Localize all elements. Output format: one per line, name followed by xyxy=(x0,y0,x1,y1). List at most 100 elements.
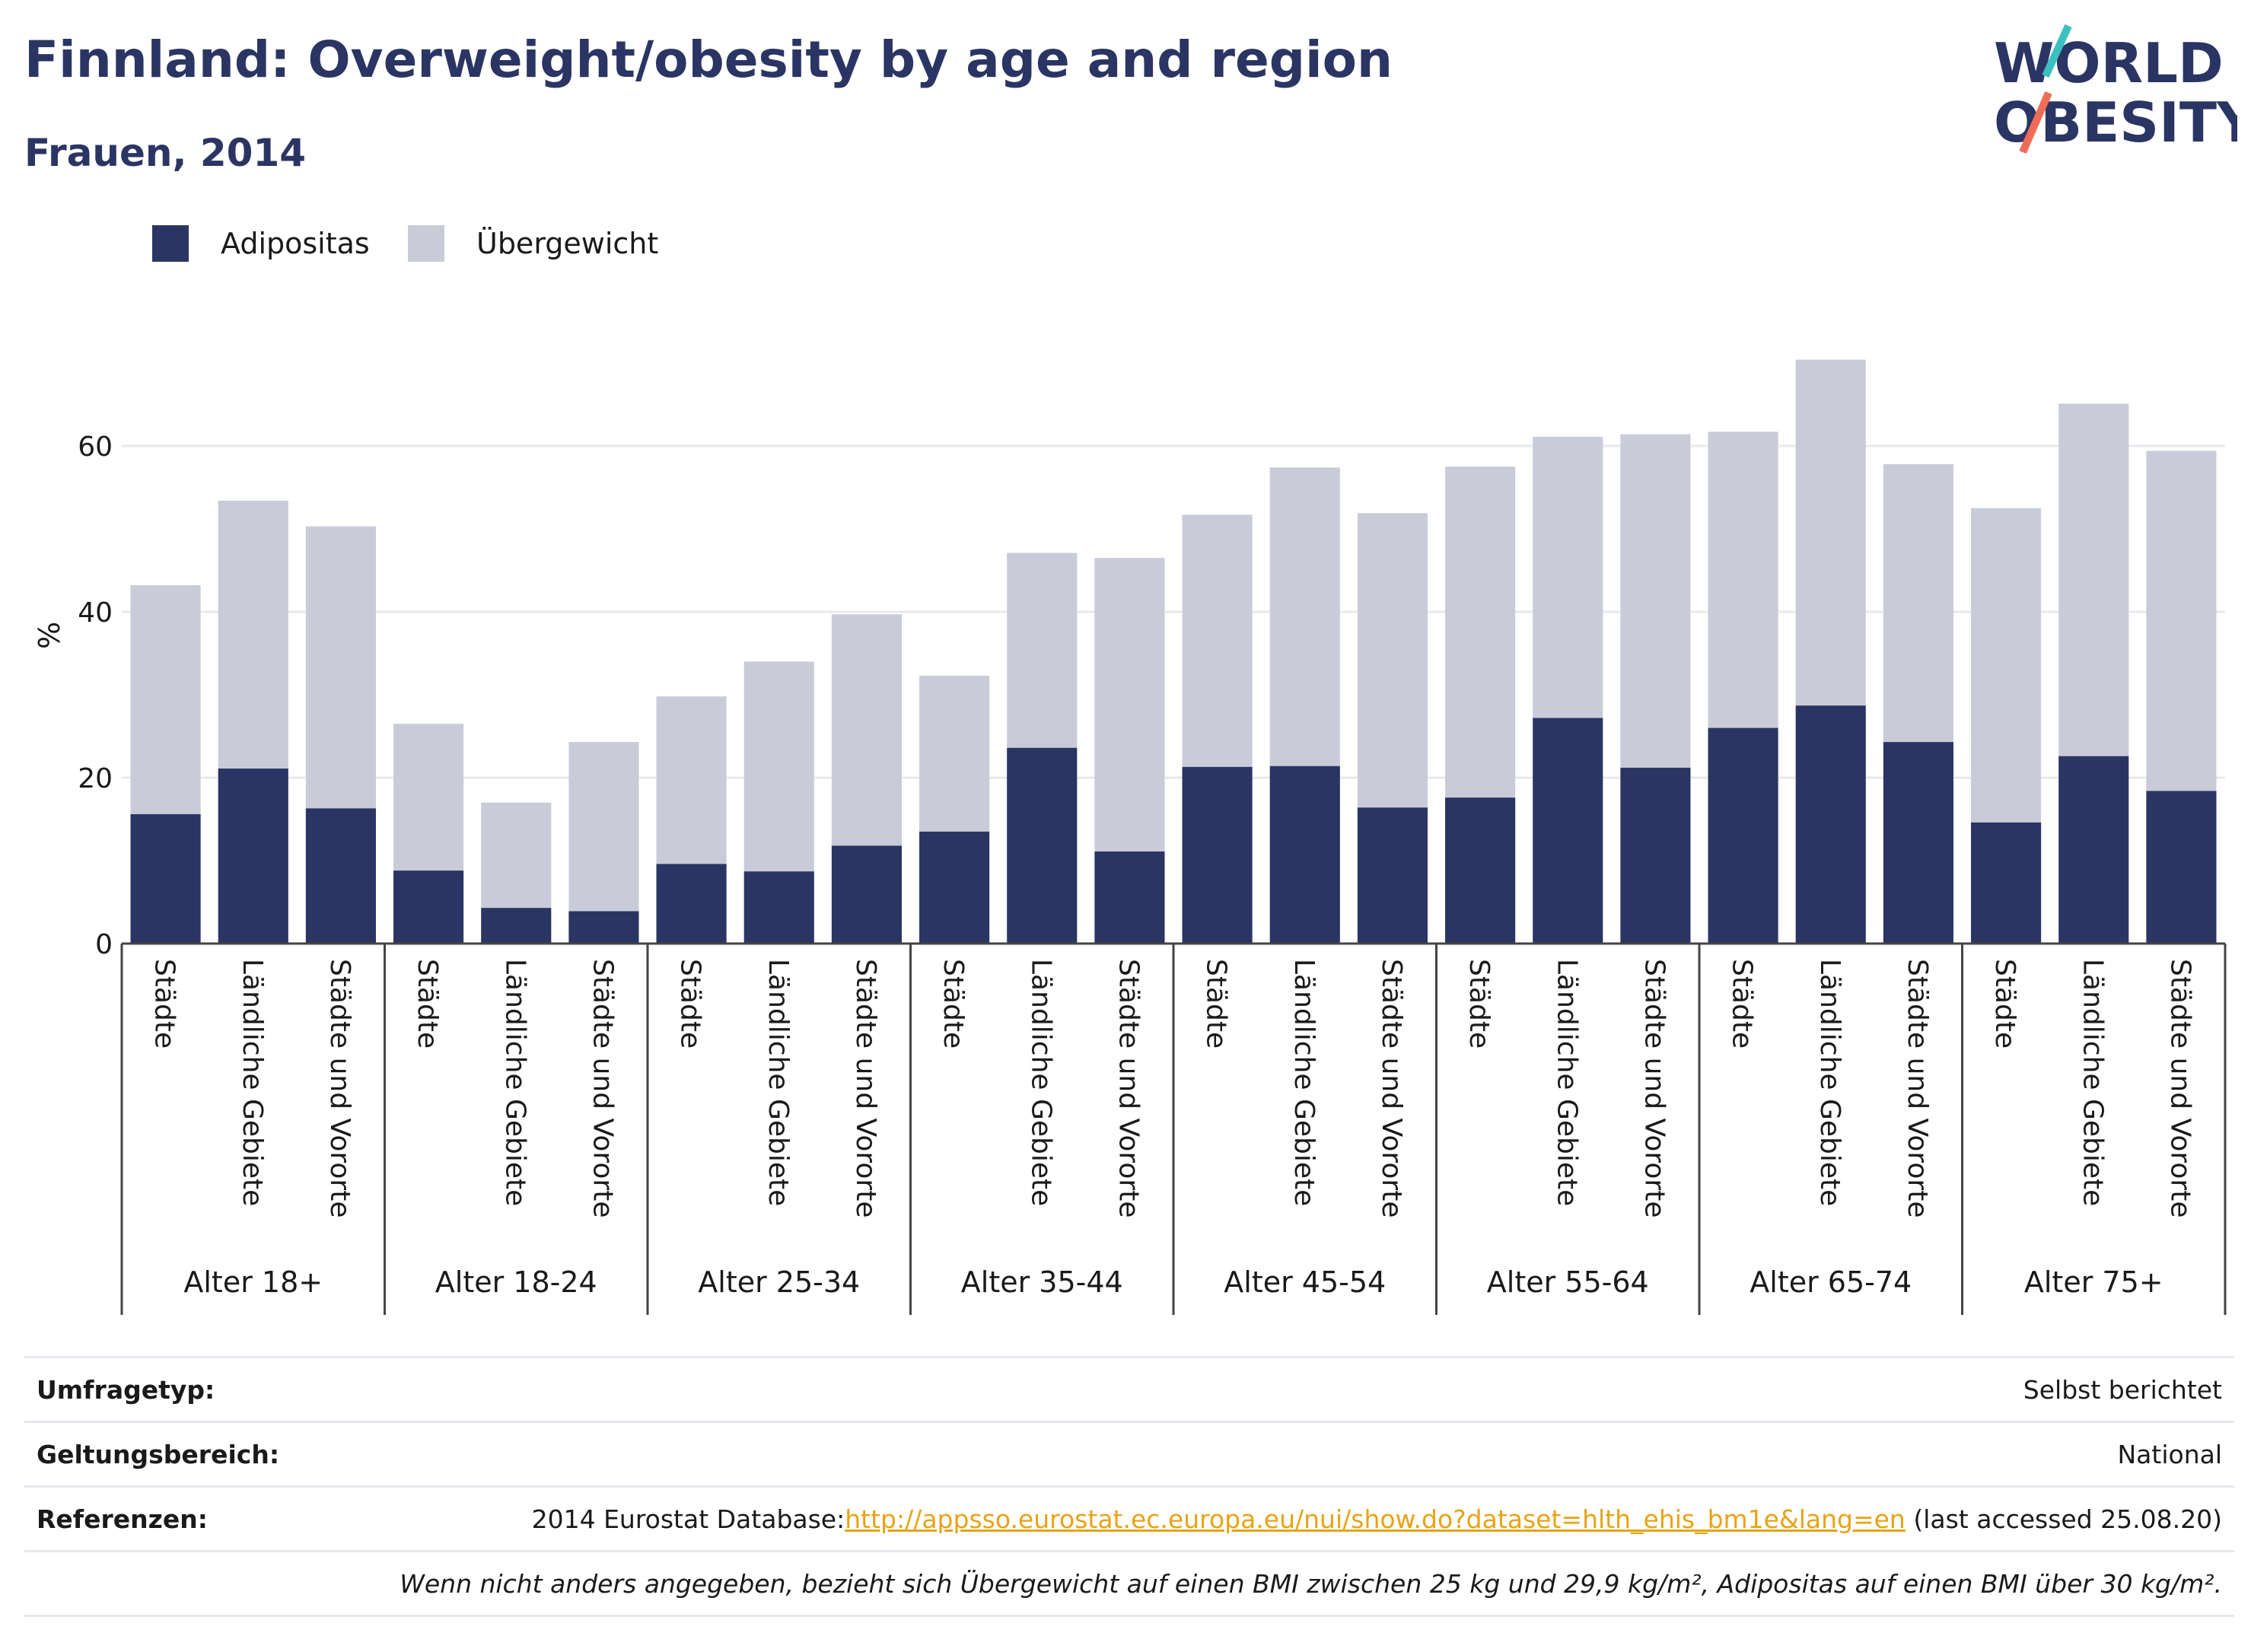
x-tick-label: Städte und Vororte xyxy=(324,959,355,1218)
bar-uebergewicht xyxy=(1269,467,1340,766)
meta-value: 2014 Eurostat Database:http://appsso.eur… xyxy=(532,1504,2222,1534)
bar-adipositas xyxy=(2058,756,2129,944)
bar-chart: 0 20 40 60% Städte Ländliche Gebiete Städte un… xyxy=(33,359,2227,1315)
bar-uebergewicht xyxy=(130,585,201,814)
bar-adipositas xyxy=(393,871,464,944)
legend-label-adipositas: Adipositas xyxy=(221,227,370,260)
bar-uebergewicht xyxy=(2058,403,2129,756)
bar-uebergewicht xyxy=(919,675,990,832)
world-obesity-logo: WORLD OBESITY xyxy=(1994,24,2237,154)
x-tick-label: Städte und Vororte xyxy=(1638,959,1670,1218)
reference-prefix: 2014 Eurostat Database: xyxy=(531,1504,845,1534)
x-tick-label: Ländliche Gebiete xyxy=(1551,959,1582,1206)
x-tick-label: Städte xyxy=(1727,959,1758,1049)
group-label: Alter 65-74 xyxy=(1750,1265,1912,1299)
meta-row-coverage: Geltungsbereich: National xyxy=(24,1421,2234,1485)
x-tick-label: Städte xyxy=(1989,959,2020,1049)
x-tick-label: Ländliche Gebiete xyxy=(237,959,268,1206)
x-tick-label: Städte xyxy=(412,959,443,1049)
logo-line2: OBESITY xyxy=(1994,91,2237,154)
group-label: Alter 25-34 xyxy=(698,1265,860,1299)
meta-row-note: Wenn nicht anders angegeben, bezieht sic… xyxy=(24,1550,2234,1617)
bar-uebergewicht xyxy=(1007,552,1078,748)
bmi-note: Wenn nicht anders angegeben, bezieht sic… xyxy=(400,1569,2222,1599)
bar-adipositas xyxy=(1445,797,1516,944)
chart-subtitle: Frauen, 2014 xyxy=(24,131,307,175)
y-axis-label: % xyxy=(33,622,66,649)
metadata-table: Umfragetyp: Selbst berichtet Geltungsber… xyxy=(24,1356,2234,1617)
x-tick-label: Städte xyxy=(1201,959,1232,1049)
bar-adipositas xyxy=(1007,747,1078,944)
bar-adipositas xyxy=(919,831,990,944)
bar-uebergewicht xyxy=(1094,558,1165,852)
bar-adipositas xyxy=(656,864,727,944)
meta-row-references: Referenzen: 2014 Eurostat Database:http:… xyxy=(24,1485,2234,1550)
bar-uebergewicht xyxy=(831,614,902,846)
x-tick-label: Städte und Vororte xyxy=(1902,959,1933,1218)
bar-uebergewicht xyxy=(2146,450,2217,791)
bar-adipositas xyxy=(1357,807,1428,944)
bar-uebergewicht xyxy=(1883,463,1953,743)
legend-item-adipositas[interactable]: Adipositas xyxy=(152,225,370,262)
bar-uebergewicht xyxy=(1182,514,1253,767)
x-tick-label: Städte xyxy=(1463,959,1495,1049)
logo-coral-stroke xyxy=(2019,91,2052,154)
bar-uebergewicht xyxy=(305,526,376,809)
reference-suffix: (last accessed 25.08.20) xyxy=(1905,1504,2222,1534)
x-tick-label: Städte xyxy=(675,959,706,1049)
bar-adipositas xyxy=(481,908,552,944)
y-tick-label: 0 xyxy=(95,929,113,960)
legend-label-uebergewicht: Übergewicht xyxy=(476,227,659,260)
group-label: Alter 55-64 xyxy=(1487,1265,1649,1299)
bar-uebergewicht xyxy=(481,802,552,909)
chart-title: Finnland: Overweight/obesity by age and … xyxy=(24,30,1393,89)
meta-value: Selbst berichtet xyxy=(2023,1375,2222,1405)
x-tick-label: Städte und Vororte xyxy=(1113,959,1144,1218)
bar-uebergewicht xyxy=(1620,434,1691,768)
meta-value: National xyxy=(2117,1440,2222,1469)
bar-uebergewicht xyxy=(1708,431,1778,728)
bar-adipositas xyxy=(1971,822,2042,944)
bar-uebergewicht xyxy=(568,742,639,912)
meta-key: Geltungsbereich: xyxy=(37,1440,280,1469)
bar-adipositas xyxy=(1533,718,1603,944)
y-tick-label: 60 xyxy=(78,431,113,463)
x-tick-label: Ländliche Gebiete xyxy=(763,959,794,1206)
bar-adipositas xyxy=(1620,767,1691,944)
group-label: Alter 18+ xyxy=(183,1265,323,1299)
bar-uebergewicht xyxy=(1357,513,1428,808)
bar-uebergewicht xyxy=(1533,437,1603,718)
bar-adipositas xyxy=(130,813,201,944)
legend-item-uebergewicht[interactable]: Übergewicht xyxy=(408,225,658,262)
x-tick-label: Städte und Vororte xyxy=(850,959,881,1218)
x-tick-label: Städte und Vororte xyxy=(1376,959,1407,1218)
meta-row-survey-type: Umfragetyp: Selbst berichtet xyxy=(24,1356,2234,1421)
reference-link[interactable]: http://appsso.eurostat.ec.europa.eu/nui/… xyxy=(845,1504,1906,1534)
x-tick-label: Ländliche Gebiete xyxy=(1288,959,1320,1206)
legend-swatch-adipositas xyxy=(152,225,189,262)
bar-adipositas xyxy=(305,808,376,944)
group-label: Alter 18-24 xyxy=(435,1265,597,1299)
bar-adipositas xyxy=(218,769,288,944)
x-tick-label: Ländliche Gebiete xyxy=(499,959,530,1206)
bar-adipositas xyxy=(2146,791,2217,944)
bar-uebergewicht xyxy=(743,661,814,872)
bar-uebergewicht xyxy=(218,500,288,769)
bar-adipositas xyxy=(1708,727,1778,944)
x-tick-label: Städte xyxy=(149,959,180,1049)
legend-swatch-uebergewicht xyxy=(408,225,444,262)
y-tick-label: 40 xyxy=(78,597,113,629)
x-tick-label: Städte und Vororte xyxy=(2164,959,2195,1218)
bar-uebergewicht xyxy=(393,724,464,871)
bar-adipositas xyxy=(1795,705,1866,944)
group-label: Alter 45-54 xyxy=(1224,1265,1386,1299)
x-tick-label: Ländliche Gebiete xyxy=(1814,959,1845,1206)
bar-adipositas xyxy=(1269,766,1340,944)
x-tick-label: Ländliche Gebiete xyxy=(1025,959,1056,1206)
bar-adipositas xyxy=(743,871,814,944)
x-tick-label: Städte und Vororte xyxy=(587,959,618,1218)
logo-teal-stroke xyxy=(2042,24,2072,78)
y-tick-label: 20 xyxy=(78,763,113,794)
group-label: Alter 35-44 xyxy=(961,1265,1123,1299)
bar-adipositas xyxy=(1094,851,1165,944)
